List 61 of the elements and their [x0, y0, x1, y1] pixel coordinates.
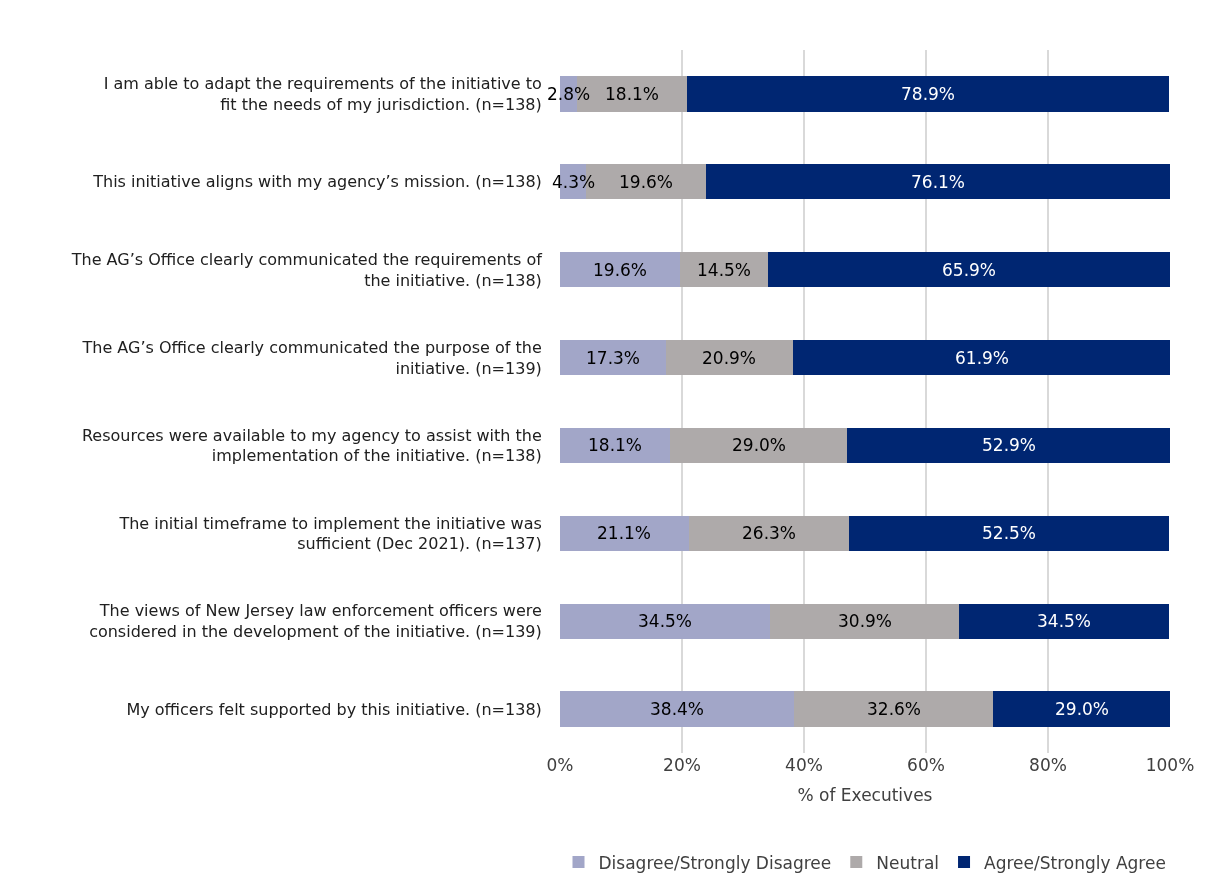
data-label: 38.4%	[650, 699, 705, 719]
bar	[847, 427, 1170, 464]
y-tick-label: I am able to adapt the requirements of the initiative to fit the needs of my jurisdiction. (n=138)	[103, 74, 542, 114]
data-label: 61.9%	[955, 348, 1010, 368]
bar	[958, 603, 1170, 639]
bar	[665, 339, 794, 376]
y-tick-label: The AG’s Office clearly communicated the purpose of the initiative. (n=139)	[81, 337, 542, 378]
y-tick-label: The initial timeframe to implement the initiative was sufficient (Dec 2021). (n=137)	[118, 513, 542, 554]
y-tick-label: The AG’s Office clearly communicated the requirements of the initiative. (n=138)	[70, 249, 543, 290]
legend-label: Disagree/Strongly Disagree	[598, 852, 832, 873]
data-label: 19.6%	[619, 172, 674, 192]
bar	[560, 252, 680, 288]
bar	[768, 252, 1170, 288]
x-axis-title: % of Executives	[797, 785, 933, 806]
bar	[793, 339, 1170, 376]
y-tick-label: Resources were available to my agency to assist with the implementation of the initiative. (n=138)	[81, 425, 542, 466]
bar	[849, 515, 1170, 551]
data-label: 78.9%	[901, 84, 956, 104]
bar	[560, 691, 795, 727]
legend-label: Neutral	[876, 852, 940, 873]
data-label: 17.3%	[586, 348, 641, 368]
data-label: 2.8%	[547, 84, 591, 104]
bar	[705, 164, 1170, 200]
x-tick-label: 80%	[1029, 755, 1067, 775]
x-tick-label: 100%	[1145, 755, 1195, 775]
bar	[670, 427, 848, 464]
data-label: 32.6%	[867, 699, 922, 719]
data-label: 20.9%	[702, 348, 757, 368]
data-label: 19.6%	[593, 260, 648, 280]
data-label: 4.3%	[552, 172, 596, 192]
x-tick-label: 40%	[785, 755, 823, 775]
bar	[794, 691, 994, 727]
data-label: 34.5%	[1037, 611, 1092, 631]
bar	[993, 691, 1170, 727]
legend-label: Agree/Strongly Agree	[984, 852, 1166, 873]
data-label: 52.5%	[982, 523, 1037, 543]
x-tick-label: 20%	[663, 755, 701, 775]
y-tick-label: The views of New Jersey law enforcement officers were considered in the development of the initiative. (n=139)	[89, 601, 542, 642]
data-label: 21.1%	[597, 523, 652, 543]
x-tick-label: 0%	[546, 755, 574, 775]
data-label: 30.9%	[838, 611, 893, 631]
data-label: 18.1%	[605, 84, 660, 104]
y-tick-label: My officers felt supported by this initiative. (n=138)	[126, 699, 542, 719]
data-label: 76.1%	[911, 172, 966, 192]
bar	[560, 603, 771, 639]
data-label: 52.9%	[982, 435, 1037, 455]
bar	[560, 427, 671, 464]
data-label: 34.5%	[638, 611, 693, 631]
bar	[770, 603, 959, 639]
data-label: 29.0%	[1055, 699, 1110, 719]
bar	[688, 515, 850, 551]
x-tick-label: 60%	[907, 755, 945, 775]
bar	[687, 76, 1169, 112]
bar	[560, 515, 689, 551]
data-label: 26.3%	[742, 523, 797, 543]
data-label: 18.1%	[588, 435, 643, 455]
data-label: 29.0%	[732, 435, 787, 455]
data-label: 65.9%	[942, 260, 997, 280]
y-tick-label: This initiative aligns with my agency’s mission. (n=138)	[92, 172, 542, 192]
bar	[560, 339, 666, 376]
data-label: 14.5%	[697, 260, 752, 280]
